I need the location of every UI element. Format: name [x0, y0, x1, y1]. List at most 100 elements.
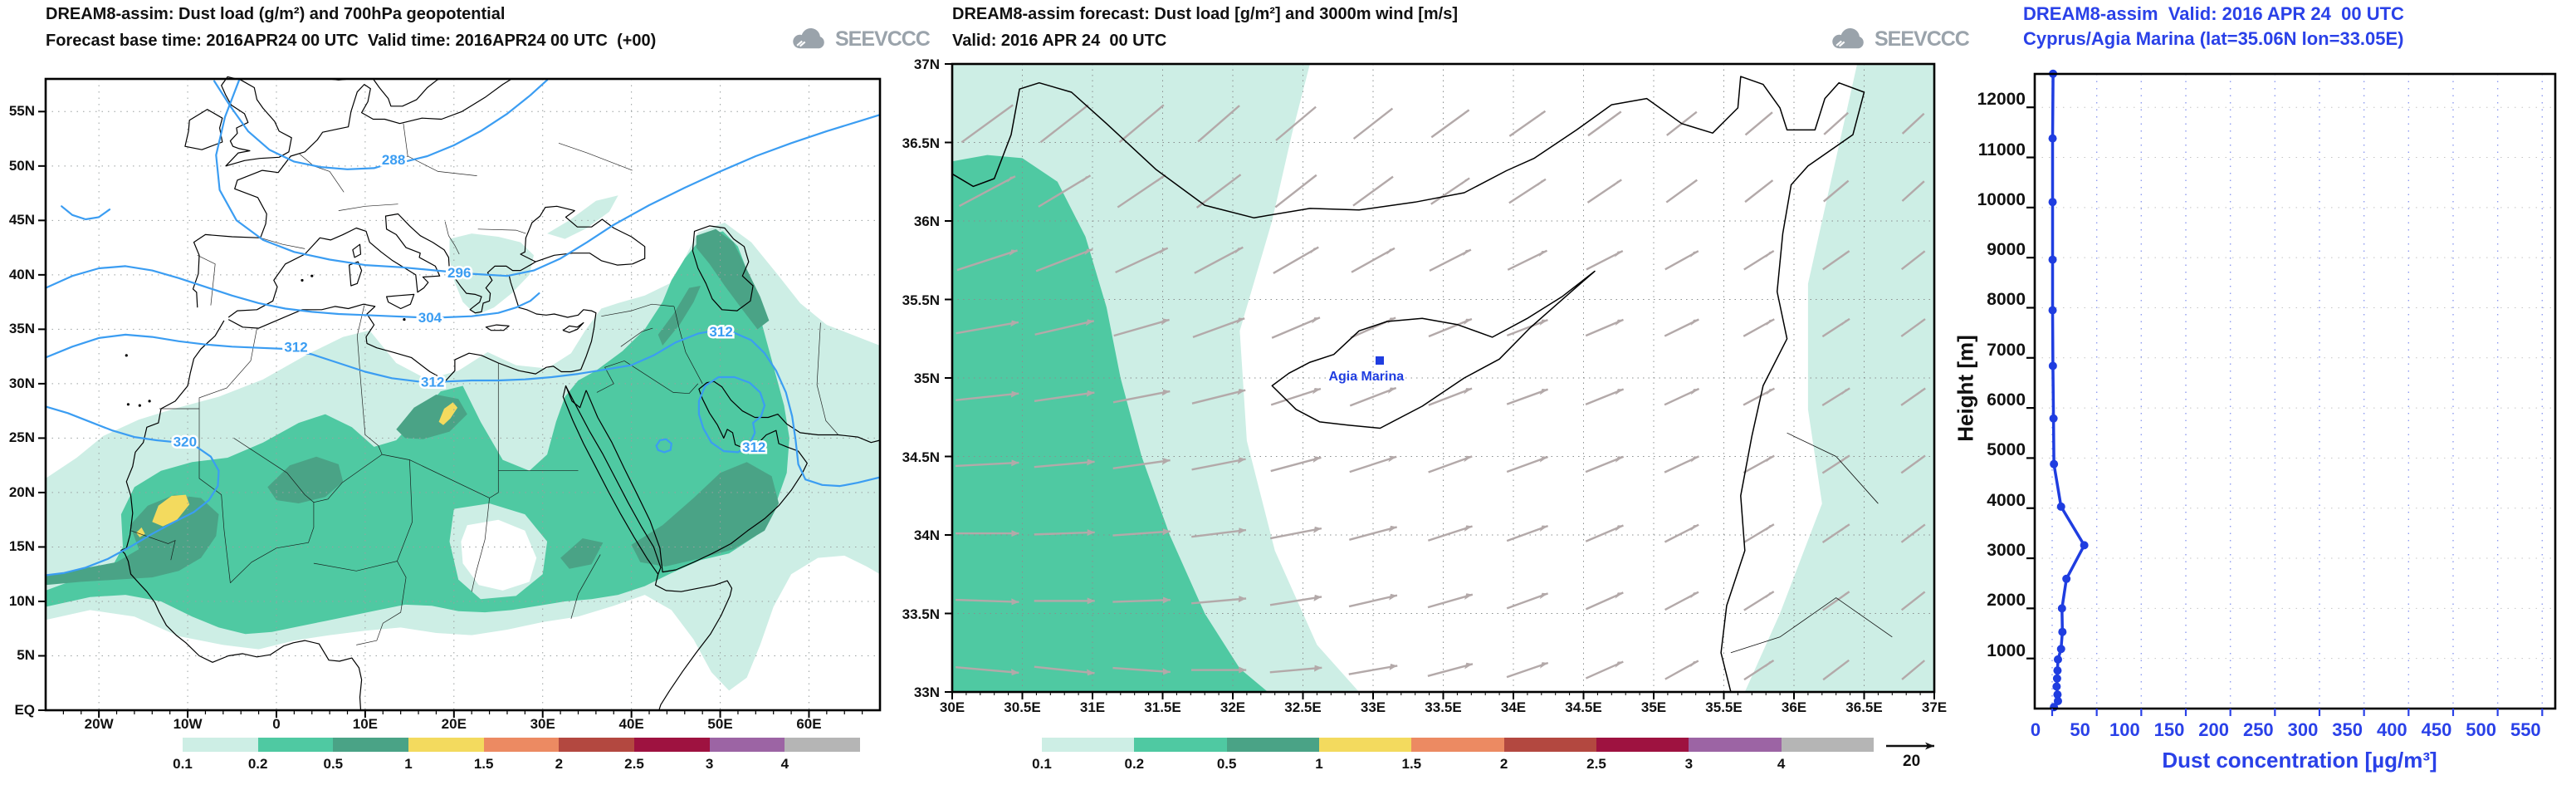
middle-y-tick-label: 37N [913, 56, 940, 72]
seevccc-logo-left: SEEVCCC [787, 23, 931, 55]
left-dust-shading [46, 195, 880, 691]
middle-x-tick-label: 33E [1360, 699, 1386, 715]
right-x-tick-label: 500 [2466, 719, 2496, 740]
dust-shade-dark [560, 538, 604, 569]
colorbar-segment [1411, 738, 1504, 752]
colorbar-label: 3 [1684, 756, 1694, 772]
colorbar-segment [1689, 738, 1782, 752]
dust-shade-light [547, 195, 618, 239]
right-y-tick-label: 11000 [1977, 140, 2026, 159]
dust-shade-yellow [152, 494, 190, 527]
colorbar-label: 2 [1499, 756, 1508, 772]
contour-label: 320 [174, 434, 197, 449]
dust-profile-point [2056, 645, 2065, 654]
dust-profile-point [2049, 414, 2058, 423]
colorbar-label: 0.2 [247, 756, 268, 772]
dust-shade-dark [631, 462, 780, 567]
left-y-tick-label: 5N [17, 647, 35, 664]
right-x-tick-label: 350 [2332, 719, 2363, 740]
right-y-tick-label: 3000 [1987, 541, 2026, 561]
contour-label: 296 [447, 265, 471, 281]
middle-x-tick-label: 31.5E [1144, 699, 1181, 715]
colorbar-segment [709, 738, 785, 752]
left-y-tick-label: 20N [8, 483, 35, 500]
colorbar-segment [1042, 738, 1135, 752]
profile-ticks [2026, 106, 2544, 716]
station-marker [1376, 356, 1385, 365]
left-y-tick-label: 30N [8, 375, 35, 391]
left-y-tick-label: 25N [8, 429, 35, 446]
colorbar-segment [1781, 738, 1874, 752]
middle-x-tick-label: 30E [939, 699, 965, 715]
geopotential-contours [44, 79, 882, 576]
right-y-tick-label: 1000 [1987, 640, 2026, 660]
colorbar-segment [1318, 738, 1412, 752]
middle-colorbar [1042, 738, 1874, 752]
cloud-icon [793, 28, 824, 49]
colorbar-segment [559, 738, 634, 752]
colorbar-segment [1503, 738, 1596, 752]
middle-x-tick-label: 37E [1921, 699, 1948, 715]
right-y-tick-label: 4000 [1987, 490, 2026, 510]
left-colorbar [183, 738, 860, 752]
right-y-tick-label: 7000 [1987, 340, 2026, 360]
middle-y-tick-label: 35.5N [902, 292, 940, 308]
dust-profile-point [2062, 574, 2071, 583]
colorbar-segment [333, 738, 408, 752]
wind-reference-arrow: 20 [1886, 742, 1934, 770]
colorbar-label: 0.1 [1032, 756, 1052, 772]
right-y-tick-label: 6000 [1987, 390, 2026, 410]
middle-x-tick-label: 34.5E [1565, 699, 1602, 715]
dust-profile-point [2053, 666, 2062, 675]
right-x-tick-label: 150 [2153, 719, 2185, 740]
contour-label: 312 [284, 339, 307, 355]
left-x-tick-label: 10E [352, 716, 379, 732]
station-label: Agia Marina [1328, 369, 1405, 384]
left-y-tick-label: 45N [8, 212, 35, 228]
middle-x-tick-label: 30.5E [1004, 699, 1041, 715]
coastlines [120, 76, 881, 711]
left-map-ticks [38, 110, 863, 718]
dust-shade-mid-left [952, 155, 1268, 693]
colorbar-label: 4 [1777, 756, 1786, 772]
colorbar-segment [633, 738, 710, 752]
right-x-tick-label: 200 [2198, 719, 2230, 740]
middle-title-line2: Valid: 2016 APR 24 00 UTC [952, 32, 1167, 50]
middle-y-tick-label: 36.5N [902, 135, 940, 151]
profile-chart-border [2033, 72, 2557, 710]
left-y-tick-label: 55N [8, 103, 35, 120]
dust-profile-point [2053, 696, 2062, 705]
dust-profile-point [2050, 703, 2059, 712]
dust-shade-dark [657, 286, 701, 346]
left-x-tick-label: 0 [272, 716, 281, 732]
dust-profile-point [2052, 682, 2061, 691]
middle-x-tick-label: 32E [1220, 699, 1246, 715]
colorbar-segment [1134, 738, 1227, 752]
middle-gridlines [952, 64, 1934, 692]
dust-profile-point [2048, 306, 2057, 315]
colorbar-segment [257, 738, 334, 752]
colorbar-label: 2.5 [624, 756, 644, 772]
dust-profile-point [2048, 255, 2057, 264]
colorbar-label: 0.2 [1124, 756, 1145, 772]
dust-profile-point [2053, 655, 2062, 664]
dust-shade-dark [696, 228, 770, 330]
dust-profile-point [2050, 459, 2059, 469]
middle-x-tick-label: 31E [1079, 699, 1106, 715]
colorbar-label: 4 [780, 756, 789, 772]
dust-shade-dark [267, 456, 344, 503]
left-title-line1: DREAM8-assim: Dust load (g/m²) and 700hP… [46, 5, 506, 23]
left-map: 288 296 304 312 312 312 312 320 [38, 76, 882, 718]
left-x-tick-label: 40E [618, 716, 644, 732]
right-y-tick-label: 12000 [1977, 90, 2026, 110]
right-y-tick-label: 10000 [1977, 189, 2026, 209]
right-x-tick-label: 300 [2287, 719, 2319, 740]
middle-x-tick-label: 32.5E [1284, 699, 1322, 715]
left-y-tick-label: 50N [8, 157, 35, 174]
middle-borders [1730, 432, 1893, 654]
colorbar-segment [483, 738, 560, 752]
middle-map [945, 62, 1936, 699]
middle-map-ticks [945, 63, 1935, 699]
left-x-tick-label: 60E [796, 716, 822, 732]
